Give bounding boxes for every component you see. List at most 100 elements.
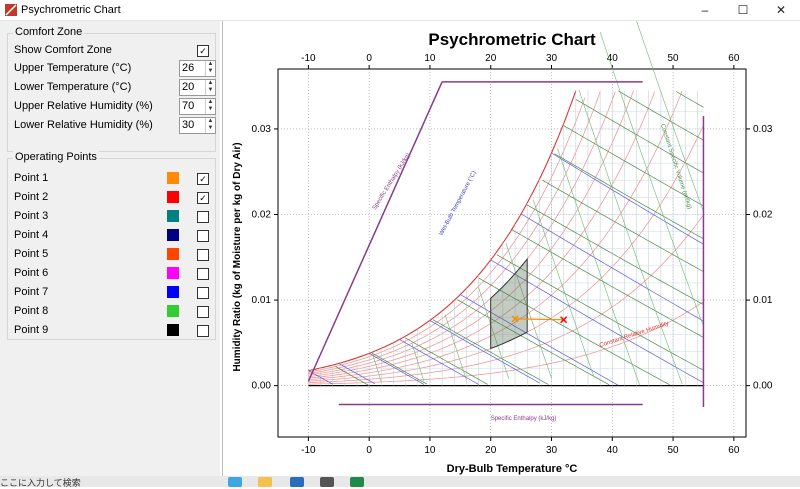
enthalpy-line: [335, 366, 370, 387]
point-label: Point 8: [14, 305, 49, 317]
y-tick-label: 0.03: [252, 124, 272, 135]
point-color-swatch[interactable]: [167, 172, 179, 184]
point-color-swatch[interactable]: [167, 191, 179, 203]
folder-icon[interactable]: [258, 477, 272, 487]
point-visible-checkbox[interactable]: [197, 306, 209, 318]
wet-bulb-line: [551, 152, 704, 245]
point-color-swatch[interactable]: [167, 248, 179, 260]
plot-area: -10 -10 0 0 10 10 20 20 30 30 40 40 50 50 60 60 0.00 0.00…: [252, 21, 773, 456]
rh-curve: [308, 91, 616, 376]
x-tick-label-top: 60: [728, 53, 740, 64]
enthalpy-line: [563, 125, 704, 207]
title-bar: Psychrometric Chart – ☐ ✕: [0, 0, 800, 21]
comfort-zone-label: Comfort Zone: [13, 26, 85, 38]
rh-curve: [308, 91, 656, 379]
y-tick-label-right: 0.01: [753, 295, 773, 306]
point-visible-checkbox[interactable]: ✓: [197, 192, 209, 204]
enthalpy-line: [496, 254, 704, 371]
enthalpy-line: [372, 352, 428, 385]
minimize-icon: –: [701, 3, 709, 17]
show-comfort-zone-checkbox[interactable]: ✓: [197, 45, 209, 57]
point-visible-checkbox[interactable]: [197, 211, 209, 223]
lower-rh-input[interactable]: 30 ▲ ▼: [179, 117, 216, 134]
specific-volume-line: [444, 314, 467, 381]
y-tick-label-right: 0.00: [753, 381, 773, 392]
point-visible-checkbox[interactable]: [197, 268, 209, 280]
specific-volume-line: [478, 287, 510, 380]
x-tick-label-top: 50: [668, 53, 680, 64]
y-tick-label: 0.01: [252, 295, 272, 306]
specific-volume-line: [599, 32, 704, 327]
x-tick-label-top: 0: [366, 53, 372, 64]
point-color-swatch[interactable]: [167, 305, 179, 317]
upper-rh-input[interactable]: 70 ▲ ▼: [179, 98, 216, 115]
spin-arrows-icon[interactable]: ▲ ▼: [205, 99, 215, 114]
specific-volume-line: [505, 242, 552, 379]
excel-icon[interactable]: [350, 477, 364, 487]
point-label: Point 6: [14, 267, 49, 279]
spin-arrows-icon[interactable]: ▲ ▼: [205, 118, 215, 133]
point-color-swatch[interactable]: [167, 210, 179, 222]
taskbar: ここに入力して検索: [0, 476, 800, 488]
point-visible-checkbox[interactable]: [197, 287, 209, 299]
point-color-swatch[interactable]: [167, 324, 179, 336]
point-visible-checkbox[interactable]: [197, 325, 209, 337]
taskbar-search[interactable]: ここに入力して検索: [0, 478, 81, 488]
maximize-button[interactable]: ☐: [724, 0, 762, 20]
close-icon: ✕: [775, 3, 787, 17]
plot-frame: [277, 68, 747, 438]
point-label: Point 4: [14, 229, 49, 241]
rh-curve: [308, 301, 704, 385]
point-color-swatch[interactable]: [167, 286, 179, 298]
lower-temperature-input[interactable]: 20 ▲ ▼: [179, 79, 216, 96]
store-icon[interactable]: [290, 477, 304, 487]
process-line: [515, 318, 564, 321]
edge-icon[interactable]: [228, 477, 242, 487]
specific-volume-line: [557, 148, 640, 386]
point-visible-checkbox[interactable]: ✓: [197, 173, 209, 185]
chart-pane: Psychrometric Chart Dry-Bulb Temperature…: [222, 21, 800, 476]
wet-bulb-line: [520, 213, 704, 322]
close-button[interactable]: ✕: [762, 0, 800, 20]
spin-arrows-icon[interactable]: ▲ ▼: [205, 61, 215, 76]
wet-bulb-line: [490, 259, 704, 384]
enthalpy-line: [478, 277, 671, 386]
lower-rh-label: Lower Relative Humidity (%): [14, 119, 153, 131]
enthalpy-line: [527, 204, 704, 305]
psychrometric-chart: Psychrometric Chart Dry-Bulb Temperature…: [232, 21, 773, 475]
upper-rh-label: Upper Relative Humidity (%): [14, 100, 153, 112]
comfort-zone-group: Comfort Zone Show Comfort Zone ✓ Upper T…: [7, 26, 216, 152]
rh-curve: [308, 97, 586, 373]
enthalpy-line: [575, 98, 704, 174]
maximize-icon: ☐: [737, 3, 749, 17]
x-tick-label-top: 20: [485, 53, 497, 64]
enthalpy-caption: Specific Enthalpy (kJ/kg): [372, 152, 412, 211]
enthalpy-scale-diagonal: [307, 81, 443, 382]
wet-bulb-line: [429, 320, 540, 384]
point-color-swatch[interactable]: [167, 229, 179, 241]
point-visible-checkbox[interactable]: [197, 249, 209, 261]
rh-curve: [308, 214, 704, 383]
wet-bulb-caption: Wet-Bulb Temperature (°C): [439, 170, 478, 237]
enthalpy-line: [457, 299, 610, 386]
upper-temperature-input[interactable]: 26 ▲ ▼: [179, 60, 216, 77]
point-color-swatch[interactable]: [167, 267, 179, 279]
enthalpy-line: [618, 90, 704, 141]
spin-arrows-icon[interactable]: ▲ ▼: [205, 80, 215, 95]
show-comfort-zone-label: Show Comfort Zone: [14, 44, 112, 56]
point-visible-checkbox[interactable]: [197, 230, 209, 242]
rh-caption: Constant Relative Humidity: [599, 321, 670, 349]
wet-bulb-line: [460, 294, 619, 386]
point-label: Point 9: [14, 324, 49, 336]
x-tick-label: 20: [485, 445, 497, 456]
x-tick-label: 40: [607, 445, 619, 456]
terminal-icon[interactable]: [320, 477, 334, 487]
specific-volume-line: [533, 199, 595, 378]
wet-bulb-line: [338, 363, 376, 385]
x-tick-label: -10: [301, 445, 316, 456]
minimize-button[interactable]: –: [686, 0, 724, 20]
specific-volume-line: [578, 89, 683, 385]
lower-temperature-value: 20: [182, 81, 195, 93]
x-tick-label: 30: [546, 445, 558, 456]
x-tick-label: 0: [366, 445, 372, 456]
